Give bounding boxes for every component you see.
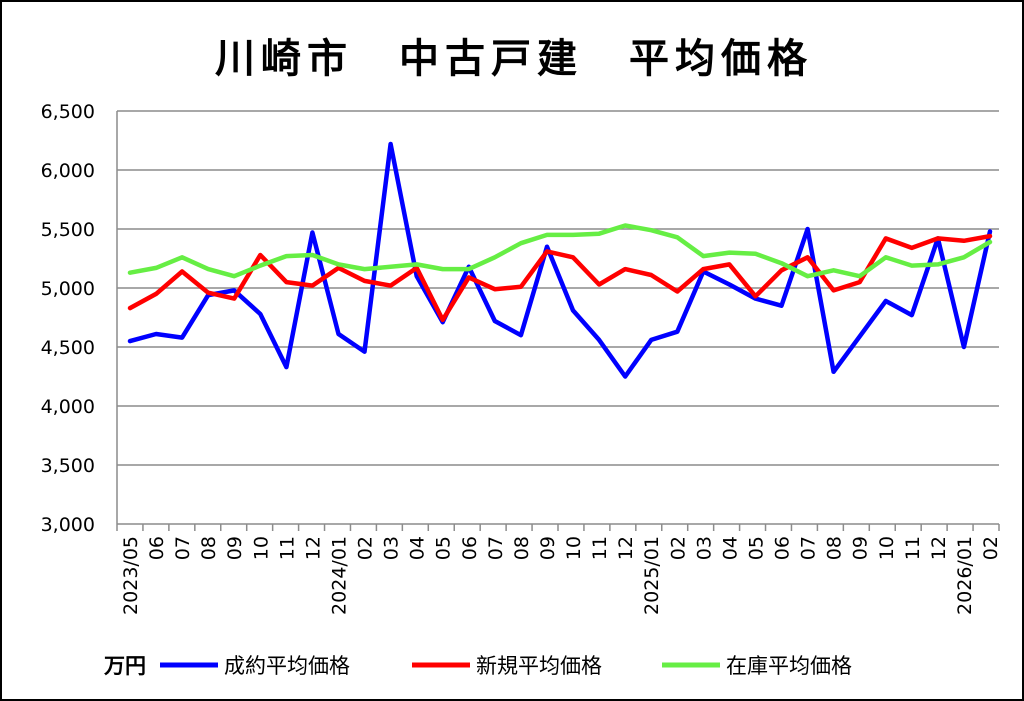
- x-tick-label: 08: [824, 536, 846, 560]
- x-tick-label: 03: [693, 536, 715, 560]
- x-tick-label: 02: [667, 536, 689, 560]
- y-tick-label: 3,000: [41, 514, 95, 536]
- series-line-3: [127, 223, 993, 279]
- y-tick-label: 4,500: [41, 337, 95, 359]
- x-tick-label: 07: [798, 536, 820, 560]
- x-tick-label: 09: [224, 536, 246, 560]
- x-tick-label: 2024/01: [328, 536, 350, 615]
- x-tick-label: 06: [459, 536, 481, 560]
- x-tick-label: 04: [719, 536, 741, 560]
- chart-title: 川崎市 中古戸建 平均価格: [215, 36, 813, 82]
- y-tick-label: 6,000: [41, 160, 95, 182]
- y-tick-label: 5,500: [41, 219, 95, 241]
- x-tick-label: 09: [537, 536, 559, 560]
- x-tick-label: 02: [980, 536, 1002, 560]
- x-tick-label: 06: [772, 536, 794, 560]
- series-line-1: [127, 141, 993, 379]
- x-tick-label: 2023/05: [120, 536, 142, 615]
- legend: 万円 成約平均価格 新規平均価格 在庫平均価格: [103, 654, 852, 678]
- series-line-2: [127, 233, 993, 323]
- x-tick-label: 08: [198, 536, 220, 560]
- x-tick-label: 06: [146, 536, 168, 560]
- x-tick-label: 2025/01: [641, 536, 663, 615]
- x-tick-label: 03: [381, 536, 403, 560]
- x-tick-label: 10: [876, 536, 898, 560]
- series-layer: [127, 141, 993, 379]
- x-tick-label: 04: [407, 536, 429, 560]
- axis-layer: 3,000 3,500 4,000 4,500 5,000 5,500 6,000 6,500…: [41, 101, 1002, 615]
- x-tick-label: 02: [355, 536, 377, 560]
- y-tick-label: 4,000: [41, 396, 95, 418]
- x-tick-label: 07: [172, 536, 194, 560]
- x-tick-label: 12: [302, 536, 324, 560]
- y-tick-label: 5,000: [41, 278, 95, 300]
- x-tick-label: 07: [485, 536, 507, 560]
- grid-layer: [117, 110, 999, 525]
- x-tick-label: 2026/01: [954, 536, 976, 615]
- legend-label: 成約平均価格: [224, 654, 350, 678]
- x-tick-label: 11: [902, 536, 924, 560]
- legend-label: 在庫平均価格: [726, 654, 852, 678]
- x-tick-label: 11: [276, 536, 298, 560]
- y-tick-label: 6,500: [41, 101, 95, 123]
- y-tick-label: 3,500: [41, 455, 95, 477]
- x-tick-label: 12: [928, 536, 950, 560]
- x-tick-label: 11: [589, 536, 611, 560]
- x-tick-label: 09: [850, 536, 872, 560]
- x-tick-label: 05: [433, 536, 455, 560]
- x-tick-label: 10: [563, 536, 585, 560]
- x-tick-label: 12: [615, 536, 637, 560]
- x-tick-label: 10: [250, 536, 272, 560]
- unit-label: 万円: [103, 654, 146, 678]
- legend-label: 新規平均価格: [476, 654, 602, 678]
- x-tick-label: 05: [745, 536, 767, 560]
- x-tick-label: 08: [511, 536, 533, 560]
